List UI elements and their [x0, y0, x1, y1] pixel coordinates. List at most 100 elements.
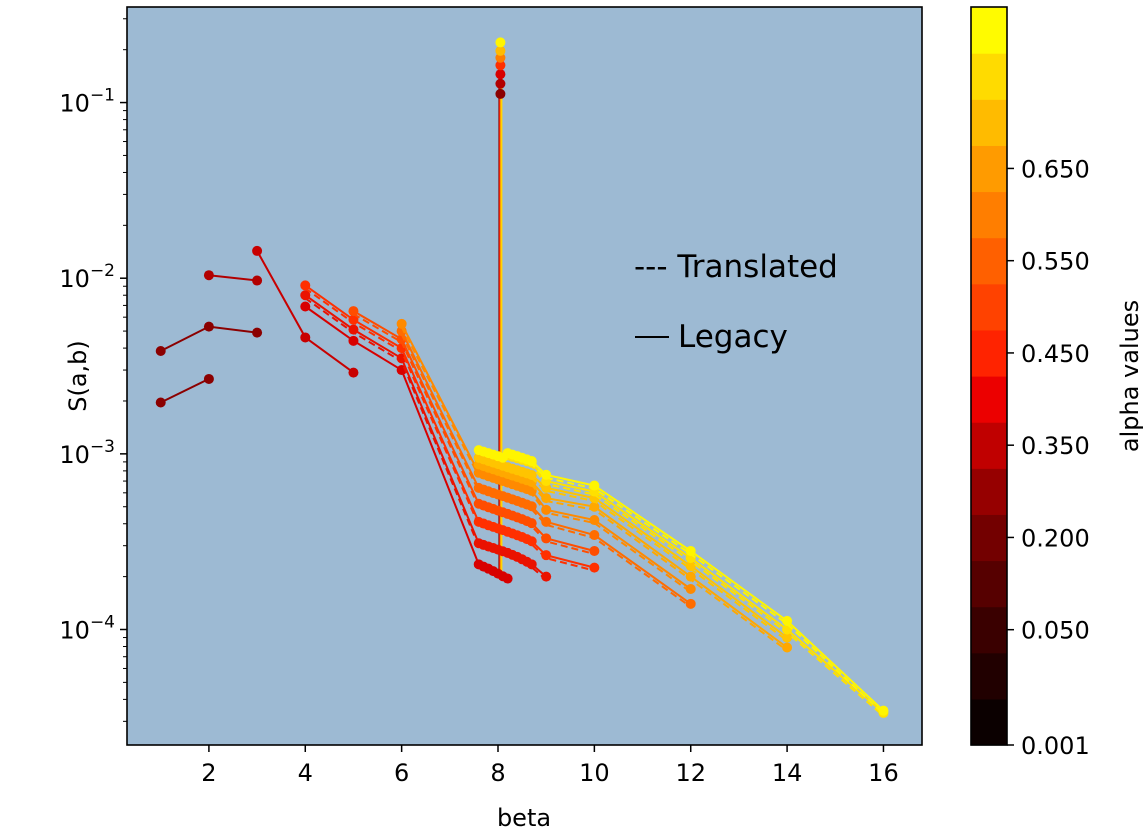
colorbar-segment: [971, 376, 1007, 423]
x-tick-label: 4: [298, 759, 313, 787]
y-tick-label: 10−4: [59, 612, 115, 644]
colorbar-segment: [971, 560, 1007, 608]
data-point: [526, 469, 537, 480]
spike-point: [495, 60, 506, 71]
data-point: [685, 571, 696, 582]
spike-point: [495, 37, 506, 48]
data-point: [155, 346, 166, 357]
x-axis-label: beta: [497, 804, 551, 832]
x-tick-label: 14: [772, 759, 803, 787]
data-point: [526, 559, 537, 570]
data-point: [300, 290, 311, 301]
colorbar-segment: [971, 7, 1007, 54]
colorbar-segment: [971, 422, 1007, 469]
data-point: [589, 501, 600, 512]
data-point: [300, 280, 311, 291]
colorbar-segment: [971, 145, 1007, 193]
colorbar-segment: [971, 191, 1007, 239]
data-point: [878, 705, 889, 716]
legend-entry-legacy: Legacy: [678, 319, 788, 355]
data-point: [526, 536, 537, 547]
data-point: [782, 642, 793, 653]
x-tick-label: 10: [579, 759, 610, 787]
data-point: [782, 615, 793, 626]
data-point: [685, 545, 696, 556]
data-point: [526, 456, 537, 467]
legend-entry-translated: --- Translated: [634, 249, 838, 285]
data-point: [300, 301, 311, 312]
data-point: [526, 518, 537, 529]
colorbar-tick-label: 0.050: [1021, 617, 1090, 645]
data-point: [541, 550, 552, 561]
data-point: [541, 533, 552, 544]
x-tick-label: 16: [868, 759, 899, 787]
data-point: [348, 367, 359, 378]
colorbar-segment: [971, 99, 1007, 146]
spike-point: [495, 52, 506, 63]
data-point: [203, 270, 214, 281]
data-point: [348, 324, 359, 335]
data-point: [502, 573, 513, 584]
data-point: [348, 335, 359, 346]
data-point: [589, 545, 600, 556]
colorbar-segment: [971, 329, 1007, 377]
colorbar-tick-label: 0.001: [1021, 732, 1090, 760]
spike-point: [495, 88, 506, 99]
colorbar-segment: [971, 606, 1007, 654]
data-point: [541, 516, 552, 527]
series-layer: [155, 37, 889, 718]
colorbar-segment: [971, 237, 1007, 285]
data-point: [396, 318, 407, 329]
data-point: [541, 493, 552, 504]
x-axis: 2 4 6 8 10 12 14 16: [201, 745, 899, 787]
data-point: [203, 373, 214, 384]
y-tick-label: 10−1: [59, 86, 115, 118]
colorbar-segment: [971, 468, 1007, 515]
data-point: [685, 584, 696, 595]
y-tick-label: 10−3: [59, 437, 115, 469]
data-point: [155, 397, 166, 408]
colorbar-tick-label: 0.200: [1021, 524, 1090, 552]
colorbar-label: alpha values: [1116, 300, 1144, 452]
colorbar-tick-label: 0.650: [1021, 155, 1090, 183]
spike-point: [495, 78, 506, 89]
data-point: [252, 327, 263, 338]
data-point: [782, 632, 793, 643]
data-point: [685, 560, 696, 571]
data-point: [589, 515, 600, 526]
data-point: [541, 482, 552, 493]
spike-point: [495, 45, 506, 56]
colorbar-tick-label: 0.350: [1021, 432, 1090, 460]
data-point: [589, 480, 600, 491]
colorbar: 0.001 0.050 0.200 0.350 0.450 0.550 0.650: [970, 6, 1090, 760]
legend: --- Translated Legacy: [634, 249, 838, 355]
data-point: [541, 469, 552, 480]
data-point: [541, 504, 552, 515]
colorbar-segment: [971, 698, 1007, 746]
y-tick-label: 10−2: [59, 261, 115, 293]
x-tick-label: 2: [201, 759, 216, 787]
x-tick-label: 12: [675, 759, 706, 787]
spike-point: [495, 69, 506, 80]
data-point: [348, 306, 359, 317]
colorbar-segment: [971, 514, 1007, 562]
data-point: [300, 332, 311, 343]
data-point: [252, 245, 263, 256]
colorbar-segment: [971, 283, 1007, 331]
colorbar-frame: [970, 6, 1008, 746]
colorbar-segment: [971, 652, 1007, 700]
data-point: [589, 562, 600, 573]
colorbar-tick-label: 0.550: [1021, 248, 1090, 276]
y-axis: 10−1 10−2 10−3 10−4: [59, 18, 127, 722]
data-point: [589, 530, 600, 541]
x-tick-label: 8: [490, 759, 505, 787]
x-tick-label: 6: [394, 759, 409, 787]
data-point: [526, 501, 537, 512]
colorbar-tick-label: 0.450: [1021, 340, 1090, 368]
series-line: [208, 274, 258, 282]
data-point: [203, 321, 214, 332]
colorbar-segment: [971, 53, 1007, 100]
data-point: [348, 314, 359, 325]
data-point: [685, 598, 696, 609]
